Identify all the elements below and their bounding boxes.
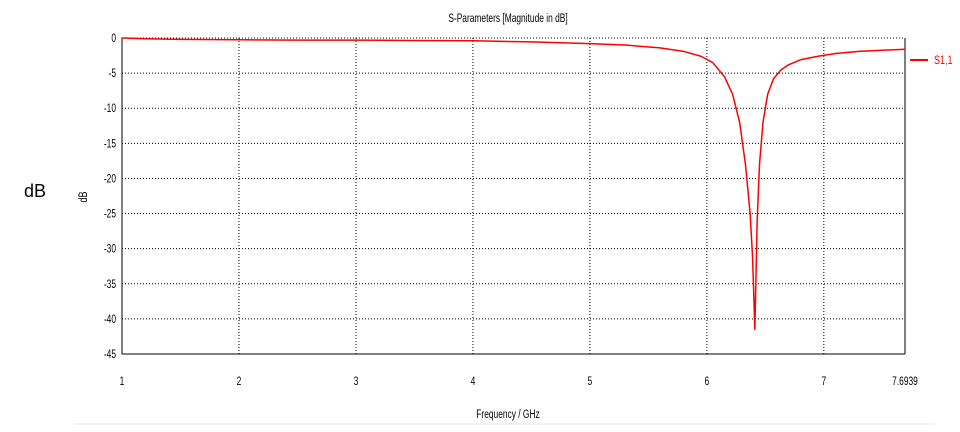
x-tick-label: 4 — [471, 376, 476, 389]
x-tick-label: 7 — [821, 376, 826, 389]
y-tick-label: -10 — [104, 103, 116, 116]
x-tick-label: 2 — [237, 376, 242, 389]
legend: S1,1 — [910, 54, 953, 68]
series-line-s11 — [121, 37, 906, 331]
axis-layer — [75, 38, 935, 425]
y-tick-label: -35 — [104, 279, 116, 292]
x-axis-label: Frequency / GHz — [476, 409, 539, 422]
plot-area — [122, 38, 905, 354]
y-axis-label: dB — [77, 191, 91, 202]
legend-label: S1,1 — [934, 54, 953, 68]
y-tick-label: -45 — [104, 349, 116, 362]
x-tick-label: 5 — [588, 376, 593, 389]
outer-y-axis-label: dB — [24, 181, 47, 201]
y-tick-label: -30 — [104, 243, 116, 256]
x-tick-label: 3 — [354, 376, 359, 389]
series-layer — [121, 37, 906, 331]
tick-label-layer: 0 -5 -10 -15 -20 -25 -30 -35 -40 -45 1 2 3 4 5 6 7 7.6939 — [104, 33, 918, 389]
y-tick-label: -5 — [109, 68, 117, 81]
chart-title: S-Parameters [Magnitude in dB] — [448, 13, 567, 26]
x-tick-label: 1 — [120, 376, 125, 389]
x-tick-label: 7.6939 — [892, 376, 918, 389]
y-tick-label: -15 — [104, 138, 116, 151]
y-tick-label: -25 — [104, 208, 116, 221]
y-tick-label: -20 — [104, 173, 116, 186]
y-tick-label: -40 — [104, 314, 116, 327]
y-tick-label: 0 — [111, 33, 116, 46]
x-tick-label: 6 — [705, 376, 710, 389]
